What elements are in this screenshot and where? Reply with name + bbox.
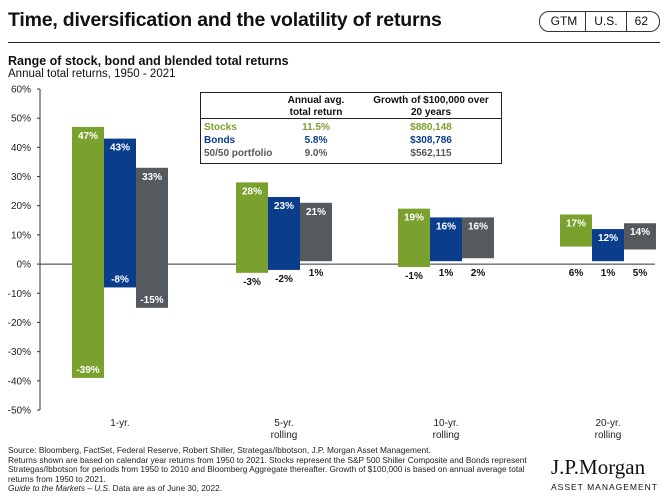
y-tick-label: -30% xyxy=(8,347,31,358)
data-label-low: 2% xyxy=(471,268,486,279)
x-category-label: 1-yr. xyxy=(110,418,129,429)
data-label-high: 16% xyxy=(436,221,456,232)
chart-title: Range of stock, bond and blended total r… xyxy=(8,54,289,68)
table-divider xyxy=(201,118,501,119)
chart-subtitle: Annual total returns, 1950 - 2021 xyxy=(8,68,176,80)
data-label-high: 17% xyxy=(566,218,586,229)
data-label-low: 5% xyxy=(633,268,648,279)
page-badges: GTM U.S. 62 xyxy=(538,11,660,32)
x-category-label: rolling xyxy=(433,430,460,441)
footnote-returns-1: Returns shown are based on calendar year… xyxy=(8,454,527,465)
x-category-label: rolling xyxy=(595,430,622,441)
footnotes: Source: Bloomberg, FactSet, Federal Rese… xyxy=(8,445,538,494)
range-bar-bonds xyxy=(104,138,136,288)
data-label-low: 1% xyxy=(309,268,324,279)
badge-region: U.S. xyxy=(586,11,627,32)
bars xyxy=(72,126,656,378)
summary-table: Annual avg. total return Growth of $100,… xyxy=(200,92,502,164)
x-category-label: 10-yr. xyxy=(433,418,458,429)
range-bar-50-50-portfolio xyxy=(624,223,656,250)
data-label-low: -8% xyxy=(111,274,129,285)
range-bar-stocks xyxy=(72,126,104,378)
y-tick-label: 30% xyxy=(11,172,31,183)
table-header-avg: Annual avg. total return xyxy=(281,95,351,119)
data-label-low: -39% xyxy=(76,365,99,376)
data-label-low: -2% xyxy=(275,274,293,285)
data-label-high: 47% xyxy=(78,131,98,142)
logo-wordmark: J.P.Morgan xyxy=(551,455,646,479)
footnote-returns-3: returns from 1950 to 2021. xyxy=(8,473,106,484)
data-date: Data are as of June 30, 2022. xyxy=(110,483,222,494)
data-label-high: 33% xyxy=(142,172,162,183)
table-row-stocks-avg: 11.5% xyxy=(302,122,330,133)
data-label-low: 1% xyxy=(439,268,454,279)
y-tick-label: 0% xyxy=(17,260,32,271)
logo-tagline: ASSET MANAGEMENT xyxy=(551,482,658,492)
table-header-avg-line2: total return xyxy=(289,107,343,118)
footnote-source: Source: Bloomberg, FactSet, Federal Rese… xyxy=(8,445,431,455)
page-title: Time, diversification and the volatility… xyxy=(8,9,442,31)
data-label-high: 28% xyxy=(242,186,262,197)
y-tick-label: 10% xyxy=(11,230,31,241)
table-row-stocks-growth: $880,148 xyxy=(410,122,452,133)
data-label-low: -3% xyxy=(243,277,261,288)
title-divider xyxy=(8,42,660,43)
data-label-low: 6% xyxy=(569,268,584,279)
range-bar-50-50-portfolio xyxy=(136,167,168,308)
range-bar-bonds xyxy=(268,196,300,270)
range-bar-50-50-portfolio xyxy=(462,217,494,259)
range-bar-bonds xyxy=(430,217,462,262)
footnote-date: Guide to the Markets – U.S. Data are as … xyxy=(8,484,538,494)
table-row-portfolio-name: 50/50 portfolio xyxy=(204,148,273,159)
table-row-bonds-name: Bonds xyxy=(204,135,236,146)
table-header-growth: Growth of $100,000 over 20 years xyxy=(361,95,501,119)
range-bar-stocks xyxy=(236,182,268,273)
data-label-low: 1% xyxy=(601,268,616,279)
range-bar-50-50-portfolio xyxy=(300,202,332,262)
x-category-label: 20-yr. xyxy=(595,418,620,429)
table-header-growth-line2: 20 years xyxy=(410,107,452,118)
data-label-high: 19% xyxy=(404,213,424,224)
data-label-high: 43% xyxy=(110,143,130,154)
y-tick-label: -40% xyxy=(8,376,31,387)
y-tick-label: 20% xyxy=(11,201,31,212)
table-header-growth-line1: Growth of $100,000 over xyxy=(373,95,489,106)
table-row-portfolio-avg: 9.0% xyxy=(304,148,328,159)
data-label-high: 14% xyxy=(630,227,650,238)
y-tick-label: -50% xyxy=(8,406,31,417)
data-labels: 47% -39% 28% -3% 19% -1% 17% 6% 43% -8% 23% -2% 16% 1… xyxy=(76,131,650,376)
y-tick-label: -20% xyxy=(8,318,31,329)
x-axis-labels: 1-yr. 5-yr.rolling10-yr.rolling20-yr.roll… xyxy=(110,418,621,441)
data-label-high: 12% xyxy=(598,233,618,244)
range-bar-stocks xyxy=(560,214,592,247)
table-header-avg-line1: Annual avg. xyxy=(287,95,345,106)
y-tick-label: 50% xyxy=(11,114,31,125)
y-tick-label: 60% xyxy=(11,85,31,96)
x-category-label: 5-yr. xyxy=(274,418,293,429)
range-bar-bonds xyxy=(592,229,624,262)
table-row-bonds-growth: $308,786 xyxy=(410,135,452,146)
data-label-high: 21% xyxy=(306,207,326,218)
table-row-bonds-avg: 5.8% xyxy=(304,135,328,146)
badge-page-number: 62 xyxy=(626,11,660,32)
data-label-low: -15% xyxy=(140,295,163,306)
data-label-high: 16% xyxy=(468,221,488,232)
y-tick-label: -10% xyxy=(8,289,31,300)
footnote-returns-2: Strategas/Ibbotson for periods from 1950… xyxy=(8,464,525,475)
table-row-portfolio-growth: $562,115 xyxy=(410,148,452,159)
x-category-label: rolling xyxy=(271,430,298,441)
table-row-stocks-name: Stocks xyxy=(204,122,237,133)
range-bar-stocks xyxy=(398,208,430,268)
badge-gtm: GTM xyxy=(538,11,587,32)
jpmorgan-logo: J.P.Morgan ASSET MANAGEMENT xyxy=(551,455,658,492)
y-tick-label: 40% xyxy=(11,143,31,154)
guide-name: Guide to the Markets – U.S. xyxy=(8,483,111,494)
data-label-high: 23% xyxy=(274,201,294,212)
data-label-low: -1% xyxy=(405,271,423,282)
